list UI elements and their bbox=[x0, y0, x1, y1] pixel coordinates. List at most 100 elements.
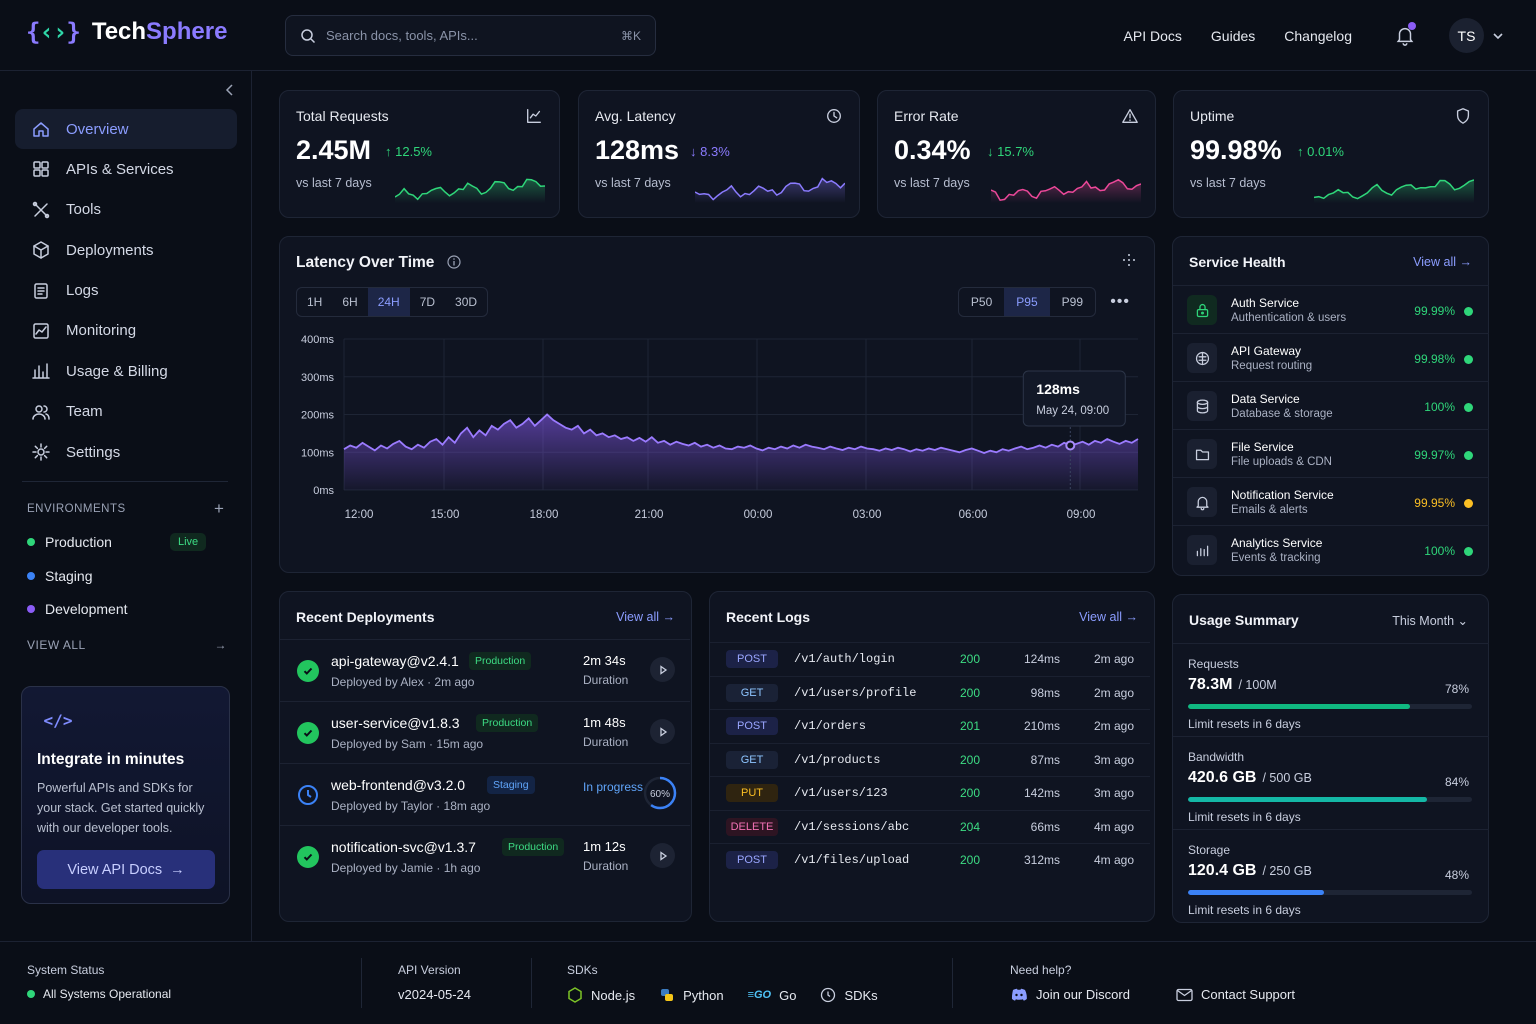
play-icon bbox=[659, 726, 667, 737]
nav-changelog[interactable]: Changelog bbox=[1284, 27, 1352, 44]
usage-bar bbox=[1188, 704, 1472, 709]
deployment-row[interactable]: web-frontend@v3.2.0 Staging Deployed by Ta… bbox=[280, 763, 690, 825]
deployment-name: notification-svc@v1.3.7 bbox=[331, 839, 476, 855]
service-row-file-service[interactable]: File Service File uploads & CDN 99.97% bbox=[1173, 429, 1489, 477]
kpi-sub: vs last 7 days bbox=[1190, 176, 1266, 190]
brand-logo[interactable]: {‹›} TechSphere bbox=[26, 18, 227, 46]
sidebar-item-usage-billing[interactable]: Usage & Billing bbox=[15, 351, 237, 391]
log-row[interactable]: PUT/v1/users/123 200 142ms 3m ago bbox=[710, 776, 1150, 809]
usage-amount: 120.4 GB bbox=[1188, 862, 1257, 879]
progress-value: 60% bbox=[650, 789, 670, 800]
view-all-environments[interactable]: VIEW ALL → bbox=[27, 638, 227, 652]
usage-amount: 78.3M bbox=[1188, 676, 1233, 693]
discord-link[interactable]: Join our Discord bbox=[1010, 987, 1130, 1002]
service-row-auth-service[interactable]: Auth Service Authentication & users 99.99% bbox=[1173, 285, 1489, 333]
deployment-row[interactable]: user-service@v1.8.3 Production Deployed by… bbox=[280, 701, 690, 763]
usage-bar-fill bbox=[1188, 704, 1410, 709]
sidebar-item-label: Deployments bbox=[66, 241, 154, 259]
deployed-ago: 1h ago bbox=[443, 861, 481, 875]
expand-icon[interactable] bbox=[1122, 253, 1136, 267]
sidebar-item-logs[interactable]: Logs bbox=[15, 271, 237, 311]
search-input[interactable] bbox=[326, 28, 611, 43]
service-health-view-all[interactable]: View all → bbox=[1413, 255, 1472, 269]
x-tick-label: 15:00 bbox=[431, 509, 460, 521]
sidebar-item-settings[interactable]: Settings bbox=[15, 432, 237, 472]
tooltip-time: May 24, 09:00 bbox=[1036, 405, 1109, 417]
service-icon-box bbox=[1187, 439, 1217, 469]
usage-percent: 48% bbox=[1444, 868, 1469, 882]
view-all-label: VIEW ALL bbox=[27, 638, 86, 652]
divider bbox=[952, 958, 953, 1008]
log-row[interactable]: POST/v1/auth/login 200 124ms 2m ago bbox=[710, 642, 1150, 675]
view-api-docs-button[interactable]: View API Docs → bbox=[37, 850, 215, 889]
service-row-analytics-service[interactable]: Analytics Service Events & tracking 100% bbox=[1173, 525, 1489, 573]
duration-label: Duration bbox=[583, 859, 629, 873]
range-tab-1h[interactable]: 1H bbox=[307, 295, 323, 309]
contact-support-link[interactable]: Contact Support bbox=[1176, 987, 1295, 1002]
hover-point[interactable] bbox=[1065, 440, 1076, 451]
percentile-tab-p50[interactable]: P50 bbox=[970, 295, 993, 309]
range-tab-6h[interactable]: 6H bbox=[342, 295, 358, 309]
search-box[interactable]: ⌘K bbox=[285, 15, 656, 56]
deployment-row[interactable]: notification-svc@v1.3.7 Production Deploye… bbox=[280, 825, 690, 887]
service-icon-box bbox=[1187, 295, 1217, 325]
range-tab-7d[interactable]: 7D bbox=[419, 295, 436, 309]
kpi-sparkline bbox=[695, 177, 845, 203]
percentile-tab-p95[interactable]: P95 bbox=[1004, 288, 1050, 316]
sidebar-item-team[interactable]: Team bbox=[15, 392, 237, 432]
play-button[interactable] bbox=[650, 843, 675, 868]
service-row-data-service[interactable]: Data Service Database & storage 100% bbox=[1173, 381, 1489, 429]
user-avatar[interactable]: TS bbox=[1449, 18, 1484, 53]
x-tick-label: 00:00 bbox=[744, 509, 773, 521]
info-icon[interactable] bbox=[447, 255, 461, 269]
sdk-all[interactable]: SDKs bbox=[820, 987, 878, 1003]
deployment-row[interactable]: api-gateway@v2.4.1 Production Deployed by … bbox=[280, 639, 690, 701]
nav-api-docs[interactable]: API Docs bbox=[1123, 27, 1182, 44]
sdk-nodejs[interactable]: Node.js bbox=[567, 987, 635, 1003]
service-icon-box bbox=[1187, 535, 1217, 565]
meta-separator: · bbox=[432, 799, 444, 813]
sidebar-item-label: Settings bbox=[66, 443, 121, 461]
tooltip-box bbox=[1022, 370, 1126, 427]
service-row-notification-service[interactable]: Notification Service Emails & alerts 99.95… bbox=[1173, 477, 1489, 525]
help-label: Need help? bbox=[1010, 963, 1072, 977]
env-development[interactable]: Development bbox=[27, 601, 128, 617]
service-row-api-gateway[interactable]: API Gateway Request routing 99.98% bbox=[1173, 333, 1489, 381]
chevron-down-icon[interactable] bbox=[1492, 30, 1504, 42]
folder-icon bbox=[1195, 449, 1209, 460]
period-label: This Month bbox=[1392, 614, 1455, 628]
arrow-right-icon: → bbox=[662, 610, 676, 624]
http-method-badge: POST bbox=[726, 717, 778, 735]
sdk-go[interactable]: ≡GO Go bbox=[748, 988, 797, 1003]
nav-guides[interactable]: Guides bbox=[1210, 27, 1256, 44]
service-uptime: 99.99% bbox=[1414, 304, 1455, 318]
range-tab-24h[interactable]: 24H bbox=[367, 288, 410, 316]
sidebar-item-apis-services[interactable]: APIs & Services bbox=[15, 149, 237, 189]
play-button[interactable] bbox=[650, 719, 675, 744]
env-production[interactable]: Production bbox=[27, 534, 112, 550]
more-options-icon[interactable]: ••• bbox=[1110, 293, 1130, 310]
percentile-tab-p99[interactable]: P99 bbox=[1061, 295, 1083, 309]
notifications-button[interactable] bbox=[1394, 22, 1416, 46]
log-row[interactable]: DELETE/v1/sessions/abc 204 66ms 4m ago bbox=[710, 809, 1150, 843]
logs-view-all[interactable]: View all → bbox=[1079, 610, 1138, 624]
sidebar-item-tools[interactable]: Tools bbox=[15, 190, 237, 230]
collapse-sidebar-icon[interactable] bbox=[224, 83, 236, 97]
sdk-python[interactable]: Python bbox=[659, 987, 724, 1003]
log-row[interactable]: GET/v1/users/profile 200 98ms 2m ago bbox=[710, 675, 1150, 709]
sidebar-item-overview[interactable]: Overview bbox=[15, 109, 237, 149]
log-row[interactable]: POST/v1/files/upload 200 312ms 4m ago bbox=[710, 843, 1150, 876]
usage-limit: / 250 GB bbox=[1262, 864, 1312, 878]
sidebar-item-monitoring[interactable]: Monitoring bbox=[15, 311, 237, 351]
range-tab-30d[interactable]: 30D bbox=[455, 295, 478, 309]
env-staging[interactable]: Staging bbox=[27, 568, 92, 584]
deployments-view-all[interactable]: View all → bbox=[616, 610, 675, 624]
env-badge: Production bbox=[469, 652, 532, 670]
sidebar-item-deployments[interactable]: Deployments bbox=[15, 230, 237, 270]
usage-period-select[interactable]: This Month ⌄ bbox=[1392, 613, 1468, 628]
add-environment-button[interactable]: + bbox=[214, 499, 224, 518]
log-row[interactable]: GET/v1/products 200 87ms 3m ago bbox=[710, 742, 1150, 776]
database-icon bbox=[1196, 398, 1208, 414]
log-row[interactable]: POST/v1/orders 201 210ms 2m ago bbox=[710, 709, 1150, 742]
play-button[interactable] bbox=[650, 657, 675, 682]
